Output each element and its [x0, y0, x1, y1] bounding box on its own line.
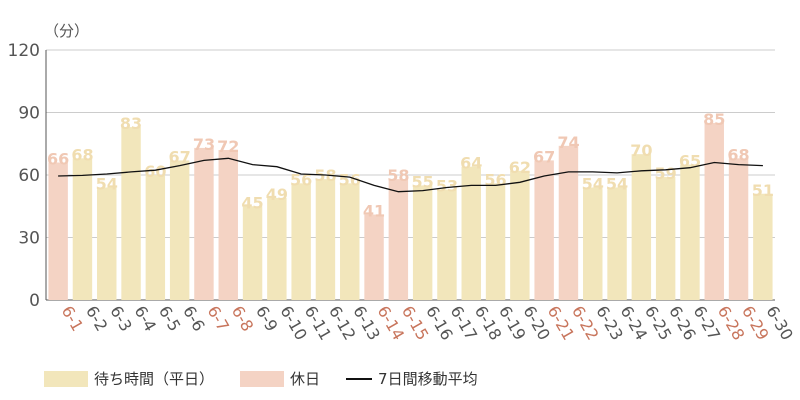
bar-value-label: 64 — [460, 154, 482, 173]
legend-label-weekday: 待ち時間（平日） — [94, 370, 215, 388]
bar — [437, 189, 457, 300]
bar — [121, 127, 141, 300]
x-tick-label: 6-8 — [228, 303, 258, 335]
y-tick-label: 120 — [8, 41, 40, 61]
bar-value-label: 70 — [630, 141, 652, 160]
y-tick-label: 30 — [18, 229, 40, 249]
x-tick-label: 6-1 — [58, 303, 88, 335]
x-tick-label: 6-3 — [106, 303, 136, 335]
bar — [194, 147, 214, 300]
legend-swatch-holiday — [240, 370, 285, 387]
bar-value-label: 58 — [314, 166, 336, 185]
bar — [680, 164, 700, 300]
legend-swatch-moving-average — [346, 377, 373, 380]
bar — [753, 193, 773, 300]
bar-value-label: 54 — [582, 175, 604, 194]
bar-value-label: 49 — [266, 185, 288, 204]
legend-swatch-weekday — [44, 370, 88, 387]
legend: 待ち時間（平日） 休日 7日間移動平均 — [44, 368, 504, 389]
bar — [631, 154, 652, 300]
legend-label-holiday: 休日 — [290, 370, 321, 388]
legend-item-weekday: 待ち時間（平日） — [44, 368, 214, 389]
bar — [704, 122, 724, 301]
bar — [72, 158, 93, 300]
x-tick-label: 6-2 — [82, 303, 112, 335]
bar — [340, 183, 360, 300]
bar-value-label: 73 — [193, 135, 215, 154]
bar-value-label: 53 — [436, 177, 458, 196]
bar-value-label: 56 — [339, 170, 361, 189]
legend-item-moving-average: 7日間移動平均 — [346, 368, 478, 389]
bar — [364, 214, 384, 300]
bar-value-label: 54 — [606, 175, 628, 194]
bar-value-label: 56 — [290, 170, 312, 189]
bar-value-label: 68 — [727, 145, 749, 164]
bar-value-label: 59 — [655, 164, 677, 183]
bar-value-label: 65 — [679, 152, 701, 171]
legend-label-moving-average: 7日間移動平均 — [378, 370, 478, 388]
bar-value-label: 45 — [241, 193, 263, 212]
y-tick-label: 90 — [18, 104, 40, 124]
bar — [510, 170, 530, 300]
bar — [242, 206, 263, 300]
x-tick-label: 6-5 — [155, 303, 185, 335]
bar — [388, 179, 409, 300]
bar-value-label: 72 — [217, 137, 239, 156]
moving-average-line — [58, 157, 763, 193]
bar — [558, 145, 579, 300]
x-tick-label: 6-4 — [131, 303, 161, 335]
bar — [97, 187, 117, 300]
bar — [461, 166, 481, 300]
bar-value-label: 85 — [703, 110, 725, 129]
bar — [291, 183, 311, 300]
bar — [315, 179, 336, 300]
bar-value-label: 66 — [47, 150, 69, 169]
bar-value-label: 62 — [509, 158, 531, 177]
bar — [169, 160, 190, 300]
bar — [267, 197, 287, 300]
bar — [583, 187, 603, 300]
bar — [728, 158, 749, 300]
legend-item-holiday: 休日 — [240, 368, 320, 389]
y-tick-label: 60 — [18, 166, 40, 186]
bar — [485, 183, 506, 300]
x-tick-label: 6-6 — [179, 303, 209, 335]
bar-value-label: 67 — [533, 147, 555, 166]
y-tick-label: 0 — [29, 291, 40, 311]
bar — [48, 162, 68, 300]
x-tick-label: 6-30 — [762, 303, 797, 344]
bar-value-label: 67 — [169, 147, 191, 166]
bar-value-label: 68 — [71, 145, 93, 164]
bar — [412, 185, 433, 300]
bar-value-label: 55 — [412, 172, 434, 191]
bar-value-label: 60 — [144, 162, 166, 181]
bar — [218, 150, 238, 300]
bar-value-label: 54 — [96, 175, 118, 194]
bar-value-label: 51 — [752, 181, 774, 200]
bar — [534, 160, 554, 300]
bar-value-label: 74 — [557, 133, 579, 152]
x-tick-label: 6-7 — [203, 303, 233, 335]
bar-value-label: 58 — [387, 166, 409, 185]
bar-value-label: 83 — [120, 114, 142, 133]
y-axis-unit-label: （分） — [44, 22, 90, 40]
bar — [145, 175, 166, 300]
bar-value-label: 56 — [484, 170, 506, 189]
bar-value-label: 41 — [363, 202, 385, 221]
x-tick-label: 6-9 — [252, 303, 282, 335]
bar — [655, 177, 676, 300]
bar — [607, 187, 627, 300]
